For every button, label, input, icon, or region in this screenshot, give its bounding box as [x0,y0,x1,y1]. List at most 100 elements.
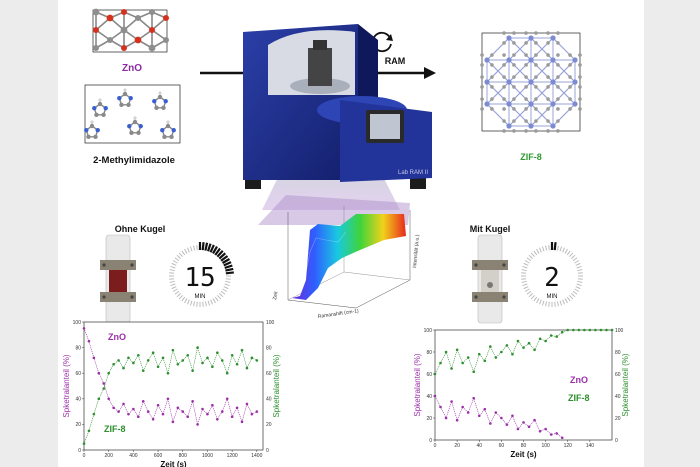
mim-atom [126,102,131,108]
y-axis-label-left: Spketralanteil (%) [413,353,422,416]
mim-atom [101,112,106,118]
right-timer: 2 MIN [521,242,583,307]
data-point [97,397,101,401]
raman-x-label: Ramanshift (cm-1) [317,308,359,320]
dial-tick [533,296,538,302]
data-point [230,415,234,419]
dial-tick [528,254,534,259]
zno-structure [92,8,169,53]
data-point [161,412,165,416]
dial-tick [174,290,180,295]
dial-tick [181,296,186,302]
data-point [477,352,481,356]
dial-tick [526,290,532,295]
dial-tick [172,260,178,264]
y2-tick-label: 40 [266,397,272,403]
dial-tick [225,280,231,283]
right-timer-value: 2 [544,263,560,293]
zif-node [550,79,556,85]
dial-tick [201,242,205,251]
zif-linker [524,75,528,79]
zif-linker [524,63,528,67]
dial-tick [206,243,212,252]
data-point [511,414,514,418]
zif-linker [556,53,560,57]
zif-linker [524,41,528,45]
dial-tick [204,301,207,307]
dial-tick [559,246,563,252]
data-point [141,400,145,403]
dial-tick [224,283,230,287]
right-panel-title: Mit Kugel [470,224,511,234]
y-axis-label-left: Spketralanteil (%) [62,354,71,417]
mim-atom [86,134,91,140]
dial-tick [209,244,215,253]
zif-linker [502,75,506,79]
data-point [444,416,448,420]
zno-atom [107,37,113,43]
data-point [201,407,204,411]
zif-linker [556,75,560,79]
zif-node [528,79,534,85]
zif-linker [556,31,560,35]
zif-linker [534,85,538,89]
dial-tick [541,246,545,252]
data-point [555,432,558,435]
data-point [477,414,481,418]
dial-tick [212,246,218,255]
zif-linker [512,53,516,57]
zif-node [506,123,512,129]
dial-tick [536,248,540,254]
zif-linker [546,129,550,133]
zno-atom [163,15,169,21]
data-point [220,359,224,362]
data-point [549,334,553,337]
data-point [461,405,464,409]
zif-linker [490,97,494,101]
dial-tick [570,293,576,298]
x-tick-label: 20 [454,443,460,449]
mim-atom [163,98,168,104]
zif-linker [534,75,538,79]
data-point [489,345,492,348]
dial-tick [186,299,190,305]
zif-linker [480,85,484,89]
dial-tick [220,255,229,262]
raman-z-label: Intensität (a.u.) [412,234,421,268]
dial-tick [574,260,580,264]
mim-atom [171,127,176,133]
mim-atom [154,105,159,111]
data-point [489,422,492,425]
zif-linker [502,41,506,45]
dial-tick [181,250,186,256]
zif-linker [502,31,506,35]
zif-linker [490,85,494,89]
dial-tick [214,296,219,302]
data-point [483,407,487,411]
data-point [461,361,464,365]
dial-tick [577,278,583,280]
data-point [560,436,564,440]
dial-tick [538,299,542,305]
dial-tick [178,252,183,258]
dial-tick [562,247,566,253]
mim-atom [162,134,167,140]
y2-tick-label: 100 [266,320,275,326]
y2-tick-label: 20 [615,416,621,422]
zif-linker [534,41,538,45]
dial-tick [207,300,211,306]
data-point [450,367,453,370]
zif-linker [524,119,528,123]
zif-linker [546,75,550,79]
zif-linker [524,31,528,35]
dial-tick [184,298,188,304]
zif-linker [568,85,572,89]
zif-linker [578,107,582,111]
data-point [255,359,259,362]
dial-tick [222,288,228,292]
data-point [599,328,603,332]
zif-linker [556,97,560,101]
data-point [240,348,244,352]
data-point [166,371,170,375]
